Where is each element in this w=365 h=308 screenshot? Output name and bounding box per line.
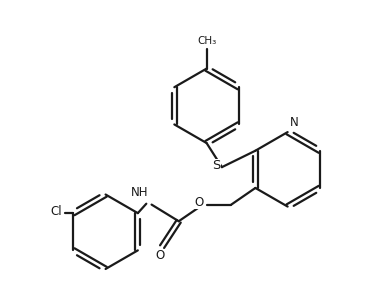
Text: NH: NH [131,186,148,199]
Text: O: O [195,196,204,209]
Text: Cl: Cl [51,205,62,218]
Text: CH₃: CH₃ [197,36,216,46]
Text: N: N [290,116,299,129]
Text: S: S [212,159,221,172]
Text: O: O [155,249,165,262]
